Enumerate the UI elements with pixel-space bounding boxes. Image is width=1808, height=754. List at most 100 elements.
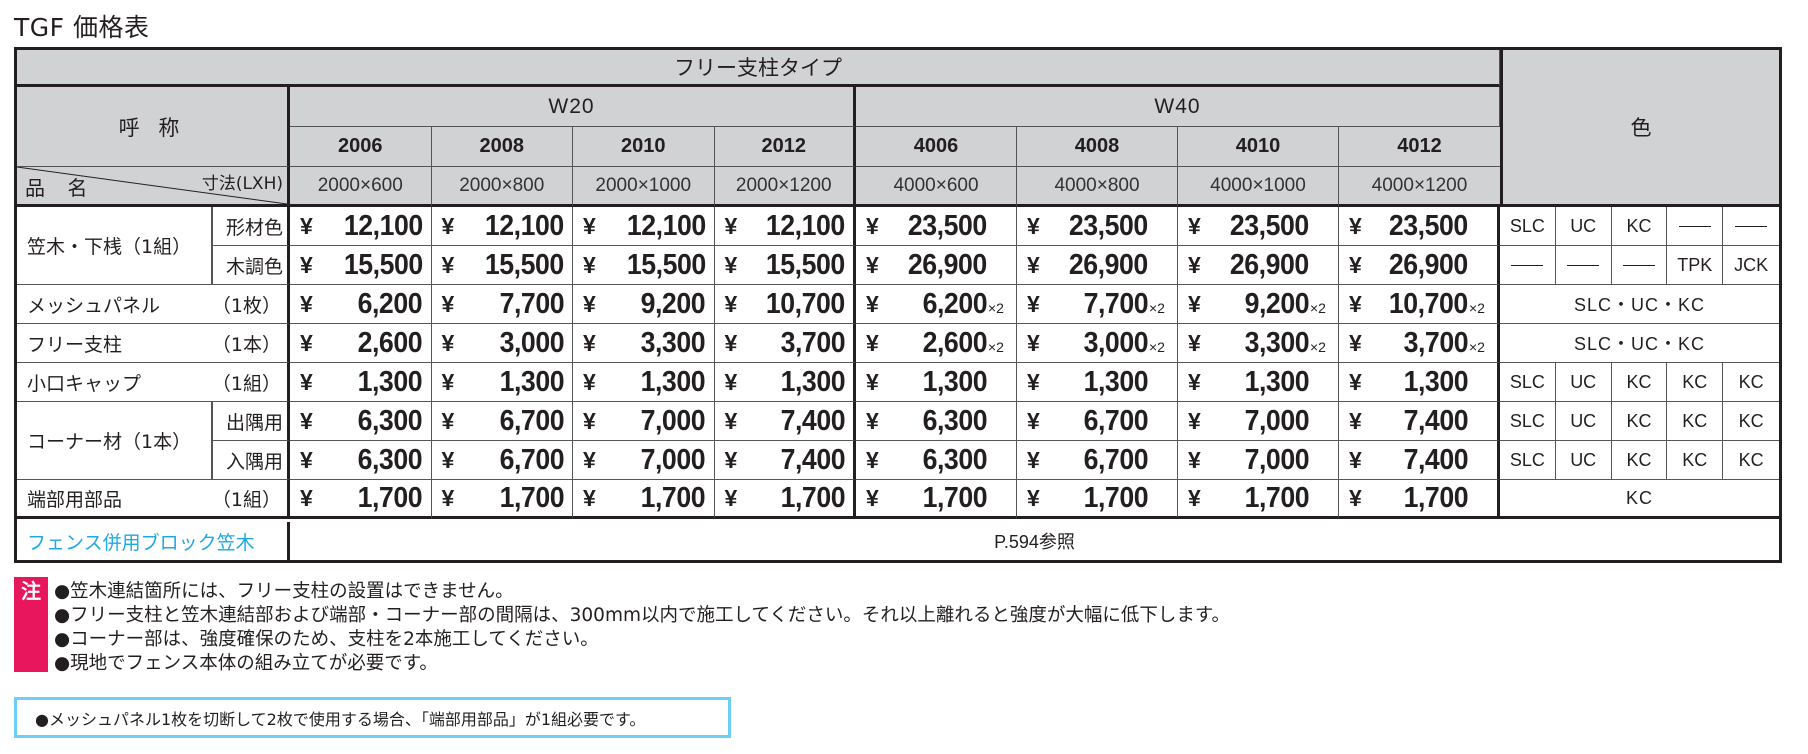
price-value: 1,300 (358, 365, 423, 398)
price-cell: ¥12,100 (573, 207, 715, 246)
yen-sign: ¥ (724, 484, 738, 511)
price-value: 26,900 (1069, 248, 1148, 281)
model-code: 4012 (1339, 127, 1500, 167)
price-cell: ¥6,700 (1017, 441, 1178, 480)
yen-sign: ¥ (583, 290, 596, 317)
price-value: 1,700 (1403, 481, 1469, 514)
price-value: 2,600 (922, 326, 988, 359)
price-cell: ¥10,700 ×2 (1339, 285, 1500, 324)
color-cell: UC (1555, 441, 1612, 480)
type-header: フリー支柱タイプ (17, 50, 1500, 87)
fence-block-kasagi-link[interactable]: フェンス併用ブロック笠木 (17, 522, 290, 560)
yen-sign: ¥ (866, 329, 879, 356)
note-item: ●笠木連結箇所には、フリー支柱の設置はできません。 (54, 581, 514, 602)
yen-sign: ¥ (1349, 251, 1362, 278)
color-cell: KC (1611, 363, 1668, 402)
price-value: 6,300 (922, 443, 988, 476)
price-cell: ¥10,700 (714, 285, 856, 324)
price-value: 6,200 (358, 287, 423, 320)
price-cell: ¥6,700 (431, 441, 573, 480)
yen-sign: ¥ (866, 251, 879, 278)
price-value: 1,300 (1083, 365, 1149, 398)
color-code: KC (1738, 371, 1764, 392)
price-cell: ¥7,400 (714, 441, 856, 480)
model-code: 2006 (290, 127, 432, 167)
item-name: 笠木・下桟（1組） (17, 207, 212, 285)
yen-sign: ¥ (1188, 290, 1201, 317)
model-size: 2000×800 (431, 167, 573, 207)
item-variant: 入隅用 (212, 441, 290, 480)
yen-sign: ¥ (724, 446, 738, 473)
yen-sign: ¥ (1349, 407, 1362, 434)
yen-sign: ¥ (1188, 251, 1201, 278)
price-value: 23,500 (908, 209, 987, 242)
multiplier: ×2 (988, 338, 1004, 355)
price-value: 6,700 (499, 443, 565, 476)
price-cell: ¥7,400 (1339, 441, 1500, 480)
info-box: ●メッシュパネル1枚を切断して2枚で使用する場合、「端部用部品」が1組必要です。 (14, 697, 731, 738)
reference-cell: P.594参照 (290, 522, 1779, 560)
yen-sign: ¥ (441, 290, 455, 317)
price-cell: ¥15,500 (290, 246, 432, 285)
item-unit: （1本） (211, 333, 281, 356)
yen-sign: ¥ (1188, 212, 1201, 239)
color-code: UC (1570, 371, 1597, 392)
price-cell: ¥7,000 (1178, 441, 1339, 480)
yen-sign: ¥ (724, 251, 738, 278)
yen-sign: ¥ (866, 407, 879, 434)
color-code: UC (1570, 449, 1597, 470)
price-cell: ¥6,700 (1017, 402, 1178, 441)
item-variant: 形材色 (212, 207, 290, 246)
dash-icon (1622, 264, 1655, 266)
price-value: 7,700 (1083, 287, 1149, 320)
model-code: 4008 (1017, 127, 1178, 167)
color-cell: TPK (1667, 246, 1724, 285)
price-cell: ¥23,500 (1339, 207, 1500, 246)
dash-icon (1567, 264, 1600, 266)
color-code: KC (1626, 449, 1652, 470)
color-cell: KC (1667, 363, 1724, 402)
yen-sign: ¥ (300, 368, 313, 395)
yen-sign: ¥ (866, 484, 879, 511)
price-value: 7,400 (780, 443, 846, 476)
price-cell: ¥26,900 (856, 246, 1017, 285)
price-cell: ¥6,300 (290, 402, 432, 441)
price-value: 6,700 (499, 404, 565, 437)
yen-sign: ¥ (1188, 407, 1201, 434)
color-code: SLC (1509, 449, 1545, 470)
price-value: 1,300 (1244, 365, 1310, 398)
price-cell: ¥1,700 (290, 480, 432, 519)
yen-sign: ¥ (724, 290, 738, 317)
color-cell: KC (1611, 441, 1668, 480)
price-cell: ¥1,700 (714, 480, 856, 519)
color-code: SLC (1509, 215, 1545, 236)
price-cell: ¥7,000 (573, 441, 715, 480)
yen-sign: ¥ (300, 484, 313, 511)
price-value: 26,900 (908, 248, 987, 281)
price-cell: ¥1,700 (1017, 480, 1178, 519)
price-cell: ¥7,700 ×2 (1017, 285, 1178, 324)
dash-icon (1735, 225, 1768, 227)
item-name: メッシュパネル (27, 294, 161, 317)
color-cell: SLC (1500, 402, 1556, 441)
item-name: 端部用部品 (27, 488, 123, 511)
yen-sign: ¥ (583, 212, 596, 239)
price-cell: ¥1,700 (1178, 480, 1339, 519)
price-value: 1,300 (922, 365, 988, 398)
dash-icon (1678, 225, 1711, 227)
yen-sign: ¥ (1027, 212, 1040, 239)
price-cell: ¥12,100 (290, 207, 432, 246)
price-value: 6,700 (1083, 443, 1149, 476)
price-value: 1,700 (499, 481, 565, 514)
price-cell: ¥9,200 ×2 (1178, 285, 1339, 324)
name-header: 呼 称 (17, 87, 290, 167)
yen-sign: ¥ (441, 446, 455, 473)
price-value: 1,300 (1403, 365, 1469, 398)
model-code: 4006 (856, 127, 1017, 167)
yen-sign: ¥ (583, 484, 596, 511)
price-value: 15,500 (766, 248, 845, 281)
item-row-label: メッシュパネル （1枚） (17, 285, 290, 324)
item-header: 品 名 (25, 176, 96, 200)
price-value: 1,300 (780, 365, 846, 398)
diagonal-line (17, 167, 287, 204)
